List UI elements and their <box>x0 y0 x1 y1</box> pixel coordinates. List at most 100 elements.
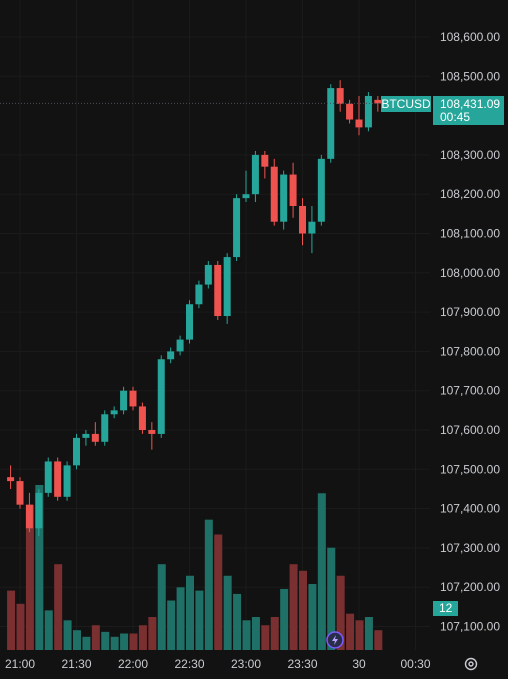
price-tick-label: 107,200.00 <box>440 580 500 594</box>
time-tick-label: 21:30 <box>61 657 91 671</box>
time-tick-label: 23:00 <box>231 657 261 671</box>
candle-body <box>148 430 156 434</box>
price-tick-label: 108,500.00 <box>440 69 500 83</box>
volume-bar <box>44 610 53 650</box>
volume-bar <box>91 625 100 650</box>
volume-bar <box>110 636 119 650</box>
candle-body <box>35 492 43 529</box>
price-tick-label: 108,200.00 <box>440 187 500 201</box>
volume-bar <box>176 587 185 650</box>
volume-bar <box>261 625 270 650</box>
price-tick-label: 107,300.00 <box>440 541 500 555</box>
volume-bar <box>25 504 34 650</box>
volume-bar <box>157 564 166 650</box>
volume-bar <box>308 584 317 650</box>
candle-body <box>54 461 62 497</box>
candle-body <box>327 88 335 159</box>
candle-body <box>91 433 99 442</box>
time-tick-label: 23:30 <box>287 657 317 671</box>
price-tick-label: 107,600.00 <box>440 423 500 437</box>
volume-bar <box>355 620 364 650</box>
candle-body <box>82 433 90 438</box>
candle-body <box>16 481 24 505</box>
candle-body <box>63 465 71 497</box>
price-tick-label: 107,900.00 <box>440 305 500 319</box>
time-tick-label: 21:00 <box>5 657 35 671</box>
candle-body <box>176 339 184 352</box>
settings-gear-icon[interactable] <box>464 657 478 671</box>
price-tick-label: 107,500.00 <box>440 462 500 476</box>
candle-body <box>289 174 297 206</box>
volume-tag: 12 <box>433 601 458 616</box>
volume-bar <box>16 603 25 650</box>
lightning-icon[interactable] <box>326 631 344 649</box>
price-tick-label: 108,600.00 <box>440 30 500 44</box>
candle-body <box>364 95 372 128</box>
volume-bar <box>336 575 345 650</box>
price-tag: BTCUSD 108,431.09 00:45 <box>381 96 504 125</box>
volume-bar <box>138 625 147 650</box>
candle-body <box>186 304 193 340</box>
volume-bar <box>299 570 307 650</box>
volume-bar <box>167 600 176 650</box>
symbol-label-bg <box>381 96 431 112</box>
volume-bar <box>204 519 213 650</box>
volume-bar <box>223 575 232 650</box>
time-tick-label: 00:30 <box>400 657 430 671</box>
candle-body <box>204 264 212 285</box>
candle-body <box>101 414 109 442</box>
candles <box>7 80 382 537</box>
volume-bar <box>364 617 373 650</box>
time-tick-label: 22:00 <box>118 657 148 671</box>
last-price-value: 108,431.09 <box>440 97 500 111</box>
volume-bar <box>214 534 223 650</box>
candle-body <box>73 437 80 466</box>
volume-bar <box>82 636 91 650</box>
volume-bar <box>280 588 289 650</box>
candle-body <box>317 158 325 222</box>
candle-body <box>374 99 382 104</box>
volume-label: 12 <box>439 601 453 615</box>
volume-bar <box>35 485 44 650</box>
volume-bar <box>120 633 129 650</box>
candle-body <box>157 359 165 434</box>
price-axis[interactable]: 108,600.00 108,500.00 108,300.00 108,200.00… <box>440 30 500 634</box>
volume-bar <box>233 593 242 650</box>
price-tick-label: 108,300.00 <box>440 148 500 162</box>
candle-body <box>167 351 175 360</box>
candle-body <box>195 284 203 305</box>
candle-body <box>270 166 278 222</box>
candle-body <box>7 477 15 482</box>
candle-body <box>261 154 269 167</box>
candle-body <box>44 461 52 493</box>
candle-body <box>346 103 354 120</box>
candle-body <box>280 174 288 222</box>
time-axis[interactable]: 21:00 21:30 22:00 22:30 23:00 23:30 30 00:30 <box>5 657 431 671</box>
volume-bar <box>129 633 138 650</box>
price-tick-label: 107,700.00 <box>440 384 500 398</box>
volume-bar <box>270 617 279 650</box>
bar-countdown: 00:45 <box>440 110 470 124</box>
time-tick-label: 22:30 <box>174 657 204 671</box>
price-tick-label: 107,400.00 <box>440 502 500 516</box>
symbol-label: BTCUSD <box>381 97 431 111</box>
candle-body <box>299 205 306 234</box>
candle-body <box>223 257 231 317</box>
volume-bar <box>54 564 63 650</box>
time-tick-label: 30 <box>352 657 366 671</box>
candle-body <box>120 390 128 411</box>
volume-bar <box>148 617 157 650</box>
volume-bar <box>195 590 204 650</box>
volume-label-bg <box>433 601 458 616</box>
candle-body <box>233 198 241 258</box>
candle-body <box>242 194 250 199</box>
volume-bar <box>374 630 383 650</box>
volume-bar <box>63 620 72 650</box>
candle-body <box>214 264 222 317</box>
candle-body <box>110 410 118 415</box>
price-tick-label: 108,000.00 <box>440 266 500 280</box>
candle-body <box>355 119 363 128</box>
volume-bar <box>346 613 355 650</box>
price-tick-label: 107,100.00 <box>440 620 500 634</box>
